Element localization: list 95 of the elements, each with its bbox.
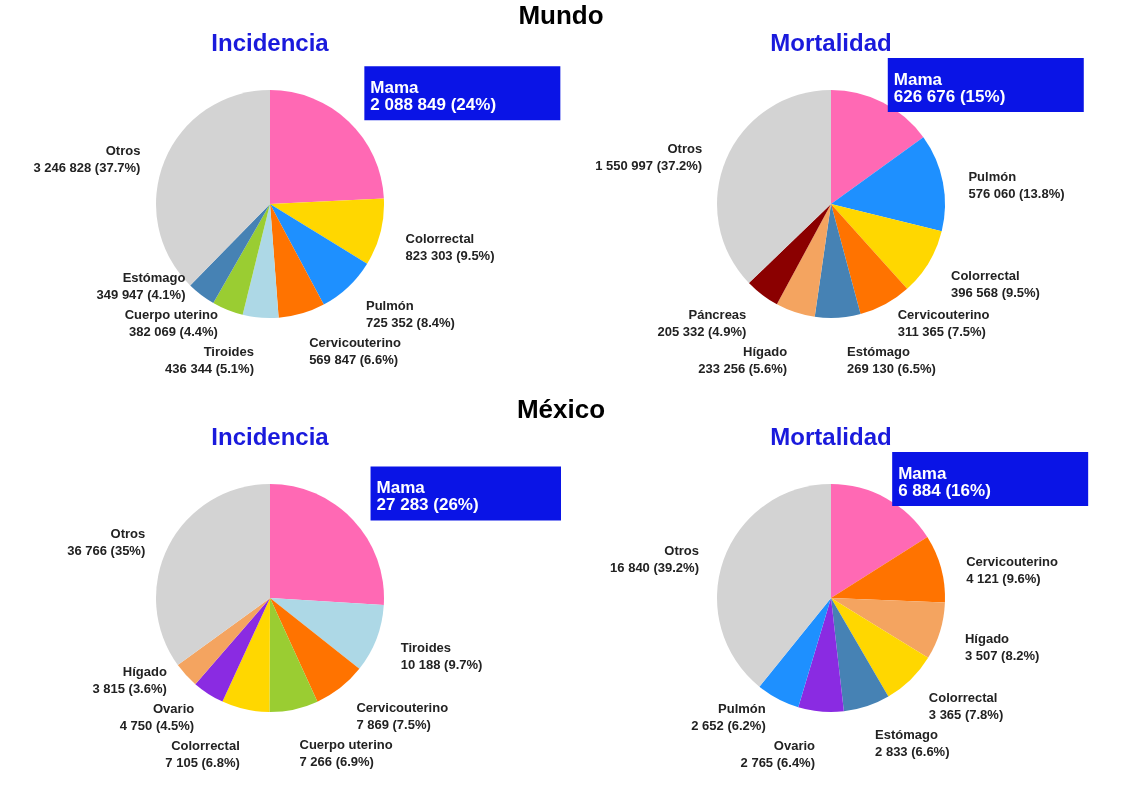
pie-slice bbox=[242, 204, 279, 318]
slice-label: Ovario bbox=[153, 701, 195, 716]
slice-label: Estómago bbox=[875, 727, 938, 743]
slice-label: Tiroides bbox=[203, 344, 254, 359]
slice-label: Cuerpo uterino bbox=[299, 737, 393, 753]
pie-slice bbox=[814, 204, 861, 318]
chart-title: Incidencia bbox=[211, 423, 330, 450]
slice-label: Otros bbox=[110, 526, 146, 542]
data-label: 3 365 (7.8%) bbox=[928, 707, 1004, 723]
pie-slice bbox=[269, 598, 318, 712]
pie-slice bbox=[270, 598, 384, 669]
data-label: 626 676 (15%) bbox=[893, 87, 1006, 106]
slice-label: Hígado bbox=[743, 344, 788, 359]
slice-label: Páncreas bbox=[688, 307, 747, 322]
pie-slice bbox=[748, 204, 831, 305]
pie-slice bbox=[717, 90, 831, 284]
chart-title: Mortalidad bbox=[770, 423, 892, 450]
data-label: 311 365 (7.5%) bbox=[897, 324, 986, 339]
pie-slice bbox=[177, 598, 270, 685]
slice-label: Colorrectal bbox=[405, 230, 475, 246]
slice-label: Pulmón bbox=[365, 297, 414, 313]
text: México bbox=[515, 394, 607, 424]
data-label: 569 847 (6.6%) bbox=[309, 351, 399, 367]
pie-slice bbox=[195, 598, 270, 702]
slice-label: Mama bbox=[893, 70, 943, 89]
pie-slice bbox=[831, 137, 945, 232]
pie-slice bbox=[831, 537, 945, 603]
slice-label: Otros bbox=[664, 543, 699, 559]
data-label: 3 815 (3.6%) bbox=[92, 681, 167, 696]
data-label: 2 088 849 (24%) bbox=[370, 95, 497, 115]
slice-label: Estómago bbox=[847, 344, 910, 359]
slice-label: Otros bbox=[667, 141, 703, 157]
data-label: 4 750 (4.5%) bbox=[119, 718, 195, 733]
pie-slice bbox=[717, 484, 831, 687]
pie-slice bbox=[831, 598, 929, 697]
pie-slice bbox=[270, 204, 368, 305]
slice-label: Cervicouterino bbox=[309, 334, 401, 350]
data-label: 2 765 (6.4%) bbox=[740, 755, 815, 770]
slice-label: Pulmón bbox=[718, 701, 766, 716]
slice-label: Mama bbox=[898, 464, 947, 483]
chart-title: Incidencia bbox=[211, 29, 330, 56]
slice-label: Pulmón bbox=[968, 169, 1017, 185]
slice-label: Estómago bbox=[122, 270, 186, 285]
data-label: 6 884 (16%) bbox=[898, 481, 991, 500]
slice-label: Colorrectal bbox=[171, 738, 240, 753]
data-label: 3 507 (8.2%) bbox=[964, 647, 1040, 663]
slice-label: Ovario bbox=[773, 738, 816, 753]
data-label: 576 060 (13.8%) bbox=[968, 186, 1065, 202]
pie-slice bbox=[831, 90, 924, 204]
pie-slice bbox=[156, 484, 270, 666]
data-label: 1 550 997 (37.2%) bbox=[595, 158, 703, 174]
data-label: 2 833 (6.6%) bbox=[875, 744, 950, 760]
slice-label: Otros bbox=[105, 143, 141, 159]
slice-label: Cuerpo uterino bbox=[124, 307, 218, 322]
data-label: 27 283 (26%) bbox=[376, 495, 479, 515]
data-label: 823 303 (9.5%) bbox=[405, 247, 495, 263]
data-label: 205 332 (4.9%) bbox=[657, 324, 747, 339]
pie-slice bbox=[270, 198, 384, 264]
data-label: 233 256 (5.6%) bbox=[698, 361, 788, 376]
pie-slice bbox=[270, 598, 360, 702]
slice-label: Cervicouterino bbox=[897, 307, 990, 322]
data-label: 16 840 (39.2%) bbox=[610, 560, 699, 576]
chart-title: Mortalidad bbox=[770, 29, 892, 56]
data-label: 349 947 (4.1%) bbox=[96, 287, 186, 302]
pie-slice bbox=[831, 598, 889, 712]
slice-label: Mama bbox=[376, 478, 426, 498]
data-label: 7 869 (7.5%) bbox=[356, 717, 431, 733]
slice-label: Colorrectal bbox=[951, 268, 1020, 284]
data-label: 396 568 (9.5%) bbox=[951, 285, 1040, 301]
pie-slice bbox=[776, 204, 831, 317]
data-label: 725 352 (8.4%) bbox=[365, 314, 455, 330]
data-label: 269 130 (6.5%) bbox=[847, 361, 936, 376]
data-label: 7 105 (6.8%) bbox=[165, 755, 240, 770]
slice-label: Hígado bbox=[122, 664, 167, 679]
data-label: 4 121 (9.6%) bbox=[966, 570, 1041, 586]
pie-slice bbox=[222, 598, 270, 712]
data-label: 2 652 (6.2%) bbox=[691, 718, 766, 733]
pie-slice bbox=[831, 204, 942, 289]
slice-label: Hígado bbox=[964, 630, 1010, 646]
slice-label: Mama bbox=[370, 78, 420, 98]
data-label: 436 344 (5.1%) bbox=[165, 361, 254, 376]
pie-slice bbox=[190, 204, 270, 303]
pie-slice bbox=[798, 598, 844, 712]
slice-label: Tiroides bbox=[400, 640, 452, 656]
slice-label: Cervicouterino bbox=[356, 700, 449, 716]
slice-label: Cervicouterino bbox=[966, 553, 1058, 569]
data-label: 3 246 828 (37.7%) bbox=[33, 160, 141, 176]
pie-slice bbox=[831, 598, 945, 658]
data-label: 10 188 (9.7%) bbox=[400, 657, 483, 673]
text: Mundo bbox=[517, 0, 605, 30]
pie-slice bbox=[270, 204, 324, 318]
slice-label: Colorrectal bbox=[928, 690, 998, 706]
data-label: 36 766 (35%) bbox=[67, 543, 146, 559]
data-label: 7 266 (6.9%) bbox=[299, 754, 374, 770]
data-label: 382 069 (4.4%) bbox=[128, 324, 218, 339]
